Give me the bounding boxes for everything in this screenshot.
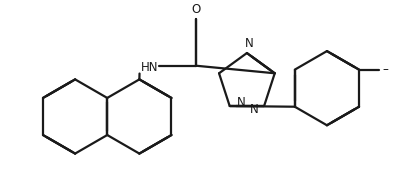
Text: HN: HN xyxy=(141,61,158,74)
Text: O: O xyxy=(191,3,201,16)
Text: N: N xyxy=(237,96,246,109)
Text: N: N xyxy=(244,37,253,50)
Text: –: – xyxy=(383,63,388,76)
Text: N: N xyxy=(250,103,259,116)
